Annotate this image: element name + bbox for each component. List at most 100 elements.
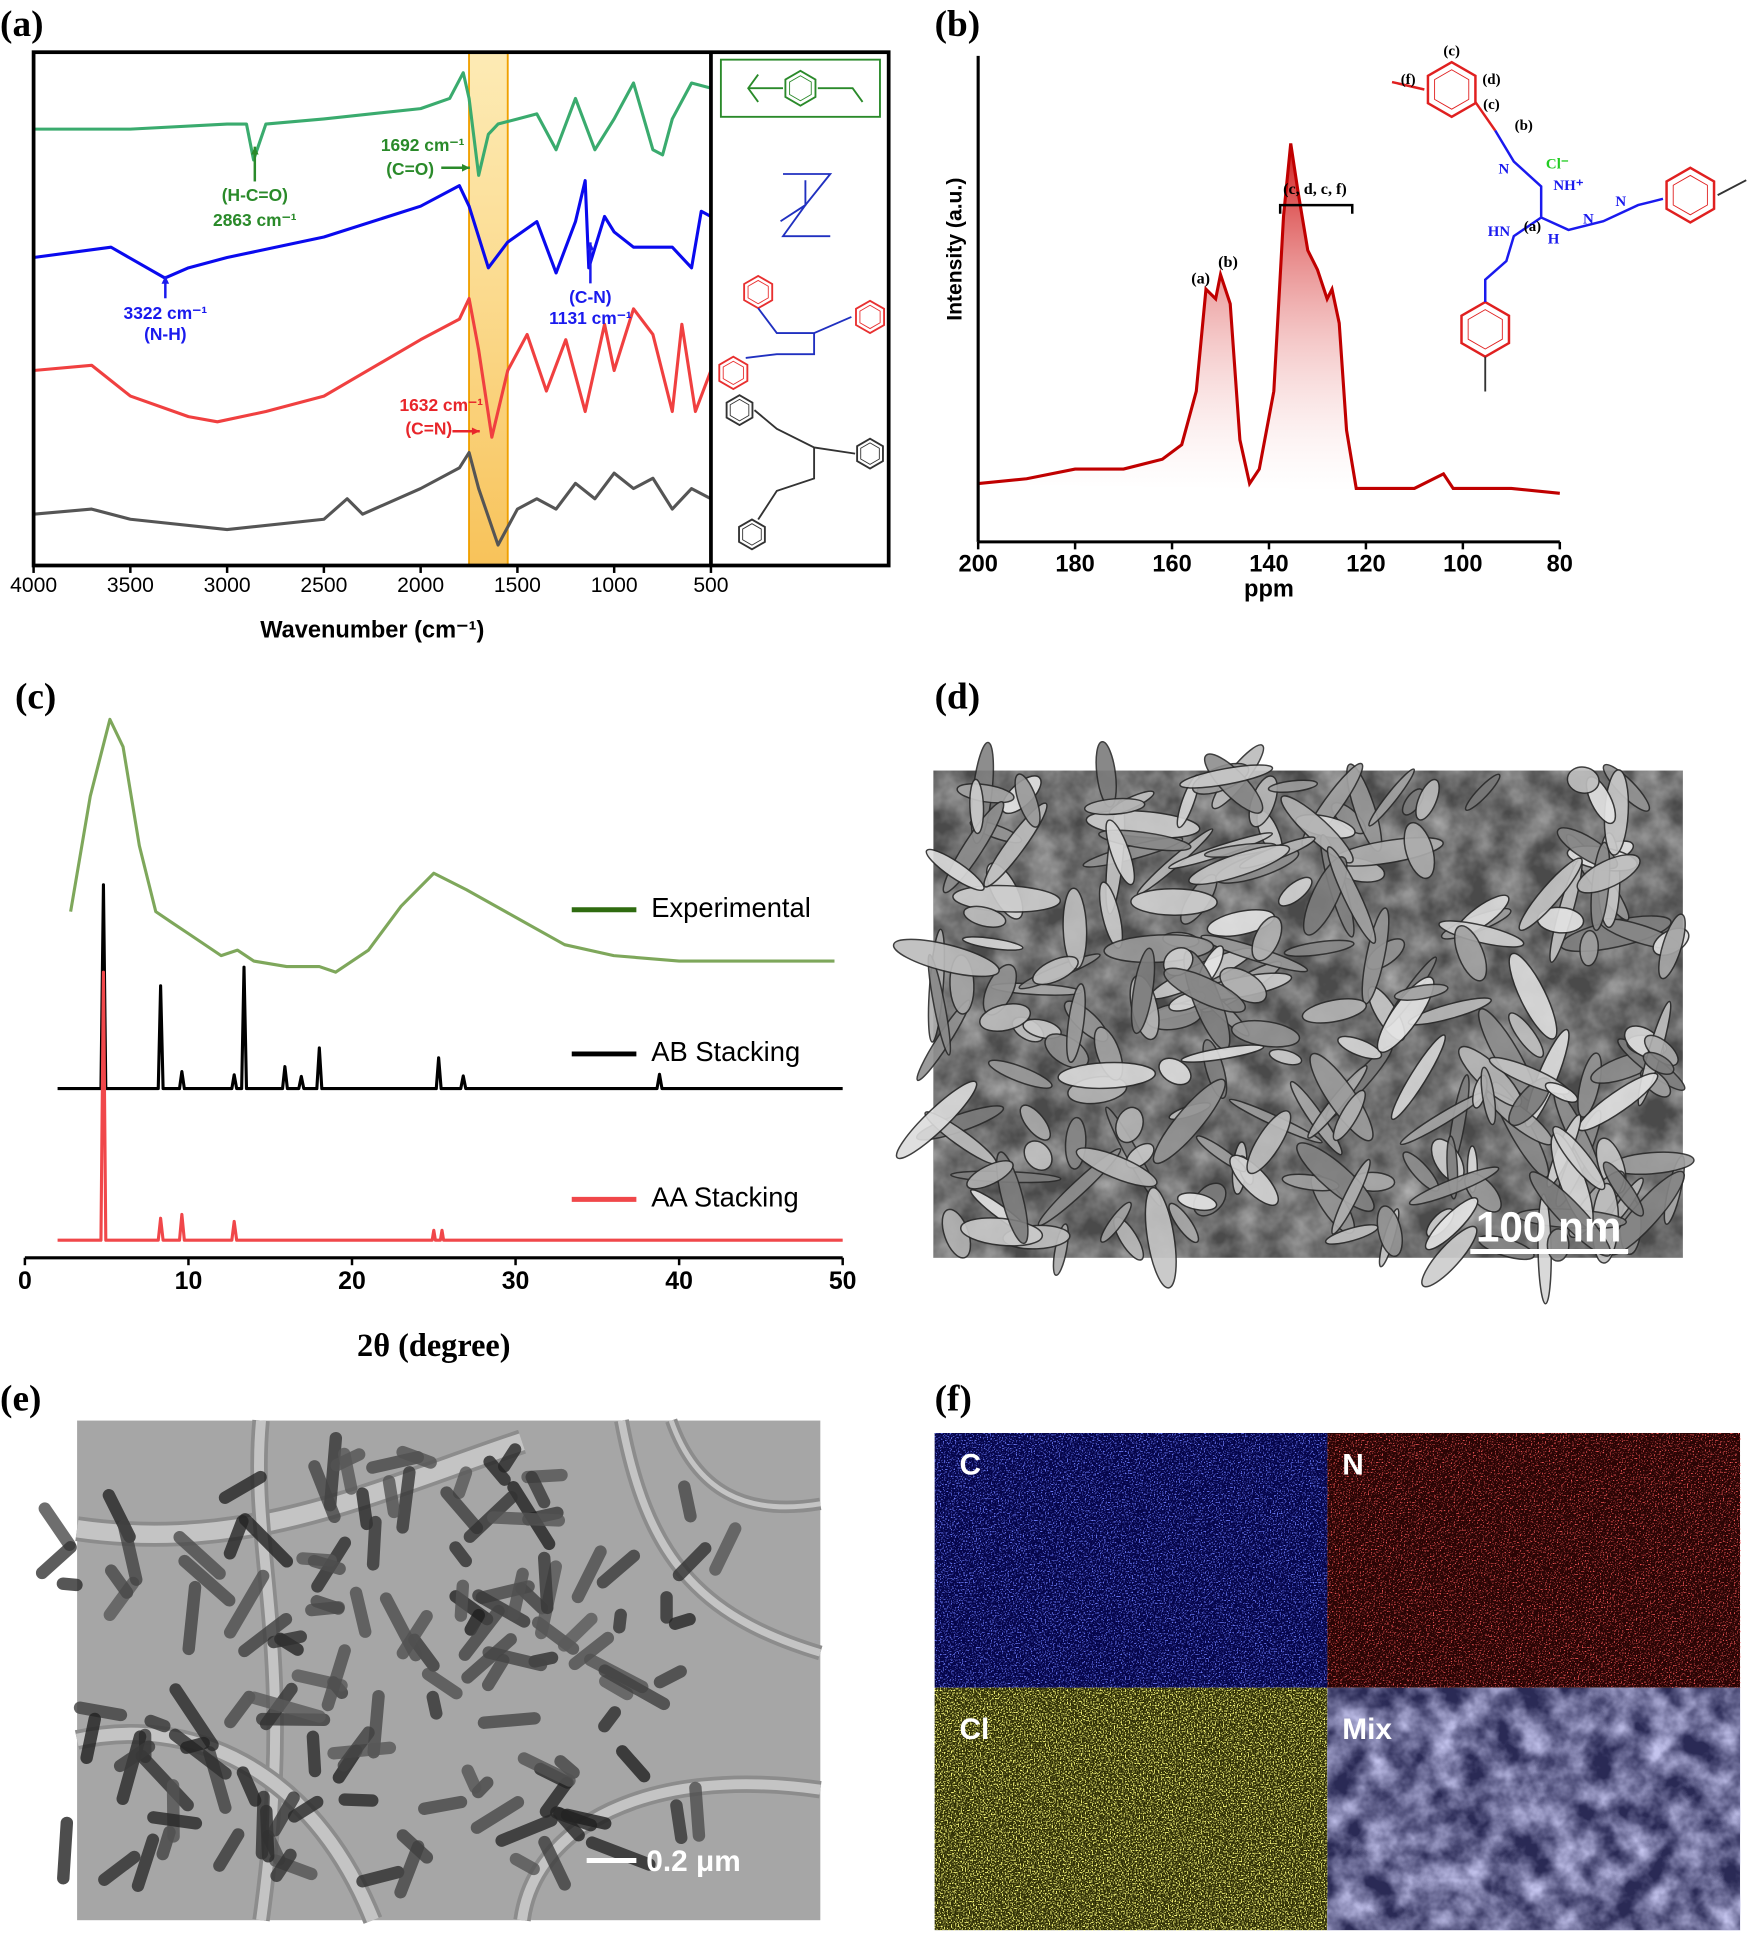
- tem-rod: [105, 1564, 134, 1599]
- annotation: (H-C=O): [222, 185, 288, 205]
- sem-fibers: [892, 741, 1695, 1305]
- tem-rod: [57, 1816, 74, 1885]
- sem-fiber: [1180, 1044, 1265, 1063]
- sem-fiber: [1577, 1052, 1603, 1118]
- eds-tile-label: C: [960, 1448, 982, 1481]
- plot-frame: [31, 50, 891, 568]
- ring-inner: [860, 442, 880, 465]
- tem-rod: [35, 1541, 77, 1580]
- tem-rod: [308, 1460, 341, 1524]
- annotation: (a): [1191, 270, 1210, 287]
- tem-rod: [218, 1470, 267, 1504]
- sem-fiber: [1642, 1051, 1675, 1075]
- sem-fiber: [1324, 1224, 1379, 1245]
- ring: [855, 299, 886, 335]
- annotation: 1632 cm⁻¹: [399, 395, 483, 415]
- ring-inner: [859, 304, 881, 330]
- ring-inner: [722, 360, 744, 386]
- structure-label: Cl⁻: [1546, 157, 1569, 173]
- bond: [753, 409, 856, 455]
- series-line: [33, 296, 713, 439]
- sem-fiber: [1579, 929, 1599, 967]
- sem-fiber: [1130, 887, 1218, 916]
- tem-rod: [486, 1511, 565, 1527]
- tem-rod: [396, 1610, 433, 1660]
- sem-fiber: [1277, 876, 1313, 907]
- sem-fiber: [1168, 1202, 1200, 1244]
- tem-rod: [660, 1591, 673, 1624]
- sem-fiber: [1368, 768, 1416, 827]
- sem-fiber: [1251, 915, 1283, 962]
- eds-tile-label: Cl: [960, 1713, 990, 1746]
- structure-label: (d): [1482, 72, 1500, 88]
- sem-fiber: [1229, 1154, 1279, 1206]
- image-panels: [77, 770, 1741, 1931]
- x-tick-label: 4000: [10, 574, 57, 597]
- structure-label: HN: [1488, 224, 1511, 240]
- tem-rod: [223, 1569, 270, 1639]
- series-line: [33, 179, 712, 280]
- sem-fiber: [1464, 773, 1501, 812]
- tem-rod: [38, 1502, 76, 1551]
- sem-fiber: [895, 1080, 978, 1160]
- tem-rod: [525, 1470, 551, 1509]
- structure-label: H: [1548, 231, 1560, 247]
- tem-rod: [306, 1730, 322, 1778]
- arrow-head: [461, 164, 470, 172]
- sem-fiber: [1393, 983, 1449, 1001]
- tem-rod: [464, 1608, 485, 1636]
- ring: [738, 518, 766, 551]
- sem-fiber: [979, 1002, 1032, 1032]
- tem-rod: [310, 1595, 345, 1615]
- tem-rod: [113, 1740, 156, 1773]
- ring: [1426, 60, 1477, 119]
- sem-fiber: [1019, 1104, 1052, 1141]
- tem-rod: [168, 1728, 232, 1780]
- tem-rod: [481, 1653, 510, 1692]
- tem-rod: [247, 1691, 326, 1723]
- arrow-head: [586, 242, 595, 251]
- tem-rod: [287, 1795, 324, 1823]
- tem-rod: [338, 1793, 379, 1807]
- sem-fiber: [987, 1059, 1053, 1089]
- arrow-head: [251, 146, 259, 155]
- sem-fiber: [1421, 1225, 1478, 1288]
- sem-fiber: [1337, 1035, 1383, 1060]
- tem-rod: [238, 1513, 294, 1568]
- series-line: [33, 450, 712, 547]
- ring-inner: [1467, 309, 1503, 350]
- annotation: 1692 cm⁻¹: [381, 135, 465, 155]
- eds-n-dots: [1327, 1433, 1741, 1688]
- tem-rod: [73, 1701, 128, 1722]
- sem-fiber: [1062, 887, 1088, 970]
- tem-grid-core: [517, 1779, 822, 1921]
- tem-rod: [147, 1811, 203, 1830]
- tem-rod: [307, 1554, 346, 1575]
- x-tick-label: 20: [338, 1268, 366, 1295]
- tem-rod: [537, 1551, 554, 1615]
- tem-rod: [672, 1542, 712, 1582]
- tem-rod: [421, 1667, 463, 1700]
- x-tick-label: 10: [175, 1268, 203, 1295]
- ring-inner: [747, 279, 769, 305]
- x-tick-label: 1500: [494, 574, 541, 597]
- tem-rod: [517, 1752, 576, 1787]
- tem-rod: [224, 1690, 256, 1729]
- tem-rod: [396, 1829, 434, 1864]
- sem-fiber: [1424, 1197, 1479, 1251]
- tem-rod: [452, 1466, 473, 1500]
- x-tick-label: 180: [1055, 552, 1094, 578]
- sem-fiber: [1408, 1166, 1500, 1206]
- tem-rod: [440, 1486, 484, 1535]
- sem-fiber: [1332, 1089, 1366, 1142]
- x-tick-label: 2000: [397, 574, 444, 597]
- x-axis-label: Wavenumber (cm⁻¹): [260, 618, 484, 644]
- tem-rod: [223, 1515, 249, 1560]
- tem-grid-core: [75, 1433, 525, 1543]
- sem-fiber: [1100, 1201, 1132, 1243]
- tem-rod: [56, 1577, 83, 1592]
- bond: [1391, 80, 1425, 91]
- annotation: 2863 cm⁻¹: [213, 210, 297, 230]
- x-tick-label: 160: [1152, 552, 1191, 578]
- structure-box: [719, 58, 881, 118]
